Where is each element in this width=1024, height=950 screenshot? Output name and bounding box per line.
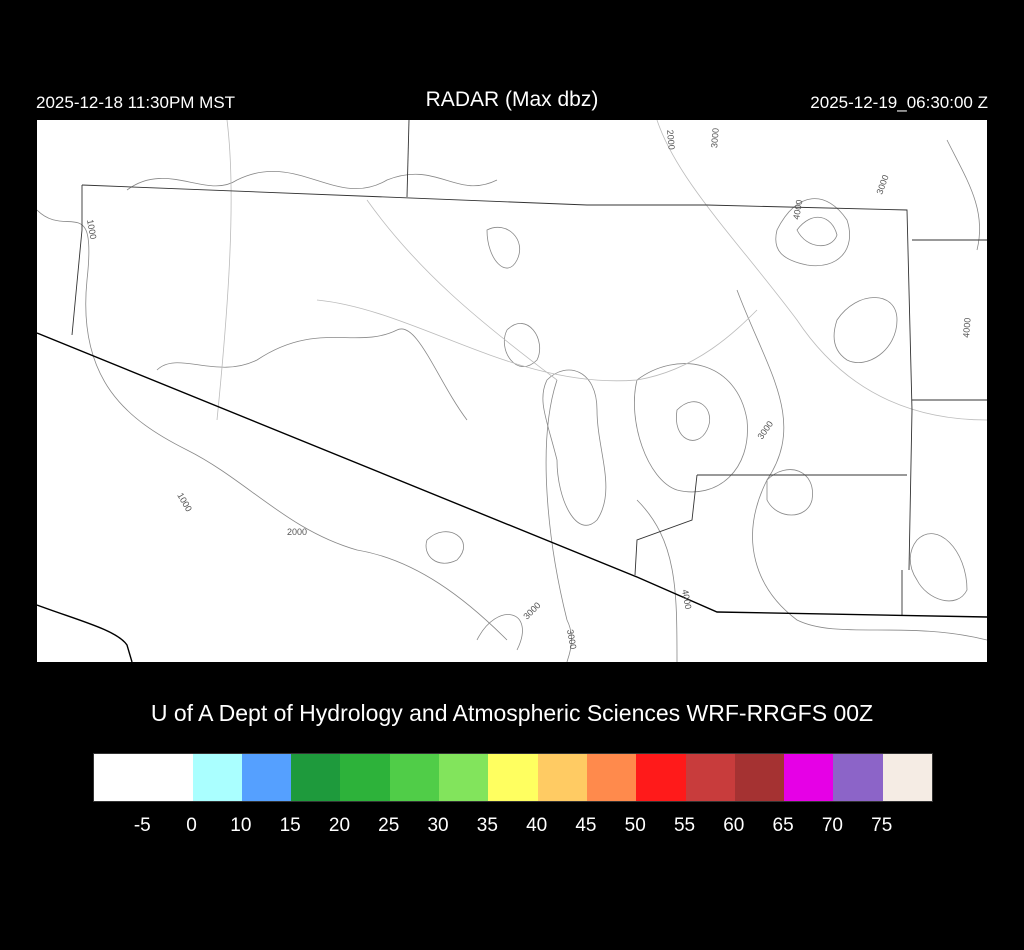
colorbar-swatch (784, 754, 834, 801)
model-credit: U of A Dept of Hydrology and Atmospheric… (150, 700, 874, 726)
radar-map: 1000 1000 2000 3000 3000 3000 3000 3000 … (36, 119, 988, 663)
colorbar-swatch (439, 754, 489, 801)
colorbar-label: 65 (772, 815, 794, 836)
colorbar-swatch (636, 754, 686, 801)
colorbar-swatch (586, 754, 637, 801)
contour-label: 2000 (287, 527, 307, 537)
colorbar-label: 15 (279, 815, 301, 836)
colorbar-label: 50 (624, 815, 646, 836)
state-county-borders (71, 119, 987, 615)
contour-label: 4000 (791, 199, 804, 220)
contour-label: 1000 (85, 219, 98, 240)
map-svg: 1000 1000 2000 3000 3000 3000 3000 3000 … (36, 119, 988, 663)
colorbar-label: 20 (328, 815, 351, 836)
colorbar-label: 35 (476, 815, 498, 836)
colorbar-swatch (389, 754, 440, 801)
local-time: 2025-12-18 11:30PM MST (36, 93, 236, 112)
contour-labels: 1000 1000 2000 3000 3000 3000 3000 3000 … (85, 128, 973, 650)
contour-label: 4000 (961, 317, 973, 338)
colorbar-label: 40 (526, 815, 548, 836)
colorbar-label: 10 (230, 815, 252, 836)
colorbar-swatch (537, 754, 587, 801)
terrain-contours (36, 139, 988, 663)
colorbar-label: 0 (186, 815, 197, 836)
colorbar-label: 45 (575, 815, 597, 836)
contour-label: 1000 (175, 491, 194, 513)
county-lines (216, 119, 988, 421)
colorbar-label: 55 (673, 815, 696, 836)
colorbar-label: 25 (378, 815, 400, 836)
colorbar-swatch (685, 754, 735, 801)
colorbar-swatch (340, 754, 390, 801)
colorbar-swatch (143, 754, 193, 801)
colorbar-swatch (833, 754, 883, 801)
colorbar-swatch (94, 754, 144, 801)
colorbar-label: 70 (821, 815, 843, 836)
colorbar (93, 753, 933, 802)
contour-label: 4000 (680, 589, 693, 610)
colorbar-label: -5 (133, 815, 151, 836)
contour-label: 3000 (709, 128, 721, 149)
colorbar-label: 30 (427, 815, 449, 836)
colorbar-swatch (882, 754, 933, 801)
colorbar-swatch (192, 754, 242, 801)
international-border (36, 332, 988, 663)
contour-label: 3000 (755, 419, 775, 441)
colorbar-labels: -5 0 10 15 20 25 30 35 40 45 50 55 60 65 70 75 (0, 815, 1024, 839)
contour-label: 3000 (874, 173, 890, 195)
contour-label: 2000 (665, 129, 677, 150)
colorbar-swatch (488, 754, 538, 801)
contour-label: 3000 (565, 629, 578, 650)
colorbar-swatch (241, 754, 292, 801)
colorbar-swatch (734, 754, 785, 801)
map-title: RADAR (Max dbz) (425, 88, 599, 111)
colorbar-swatch (291, 754, 341, 801)
colorbar-label: 60 (723, 815, 745, 836)
contour-label: 3000 (521, 600, 542, 621)
utc-time: 2025-12-19_06:30:00 Z (810, 93, 988, 112)
colorbar-label: 75 (871, 815, 893, 836)
